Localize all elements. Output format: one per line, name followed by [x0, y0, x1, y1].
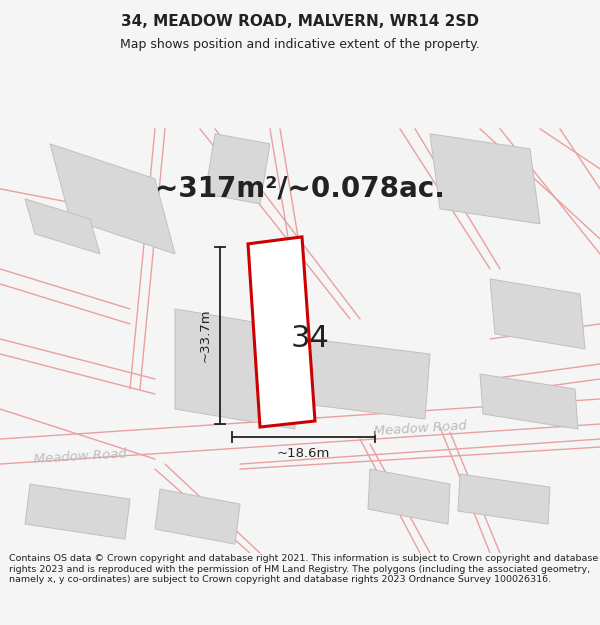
Polygon shape [175, 309, 295, 429]
Text: ~317m²/~0.078ac.: ~317m²/~0.078ac. [155, 175, 445, 203]
Text: ~18.6m: ~18.6m [277, 447, 330, 460]
Polygon shape [205, 134, 270, 204]
Text: Meadow Road: Meadow Road [33, 448, 127, 466]
Polygon shape [25, 484, 130, 539]
Text: 34, MEADOW ROAD, MALVERN, WR14 2SD: 34, MEADOW ROAD, MALVERN, WR14 2SD [121, 14, 479, 29]
Polygon shape [50, 144, 175, 254]
Polygon shape [248, 237, 315, 427]
Text: Meadow Road: Meadow Road [373, 420, 467, 438]
Polygon shape [480, 374, 578, 429]
Polygon shape [430, 134, 540, 224]
Polygon shape [490, 279, 585, 349]
Polygon shape [368, 469, 450, 524]
Polygon shape [305, 339, 430, 419]
Polygon shape [25, 199, 100, 254]
Polygon shape [155, 489, 240, 544]
Text: ~33.7m: ~33.7m [199, 309, 212, 362]
Text: Map shows position and indicative extent of the property.: Map shows position and indicative extent… [120, 38, 480, 51]
Text: 34: 34 [290, 324, 329, 354]
Text: Contains OS data © Crown copyright and database right 2021. This information is : Contains OS data © Crown copyright and d… [9, 554, 598, 584]
Polygon shape [458, 474, 550, 524]
